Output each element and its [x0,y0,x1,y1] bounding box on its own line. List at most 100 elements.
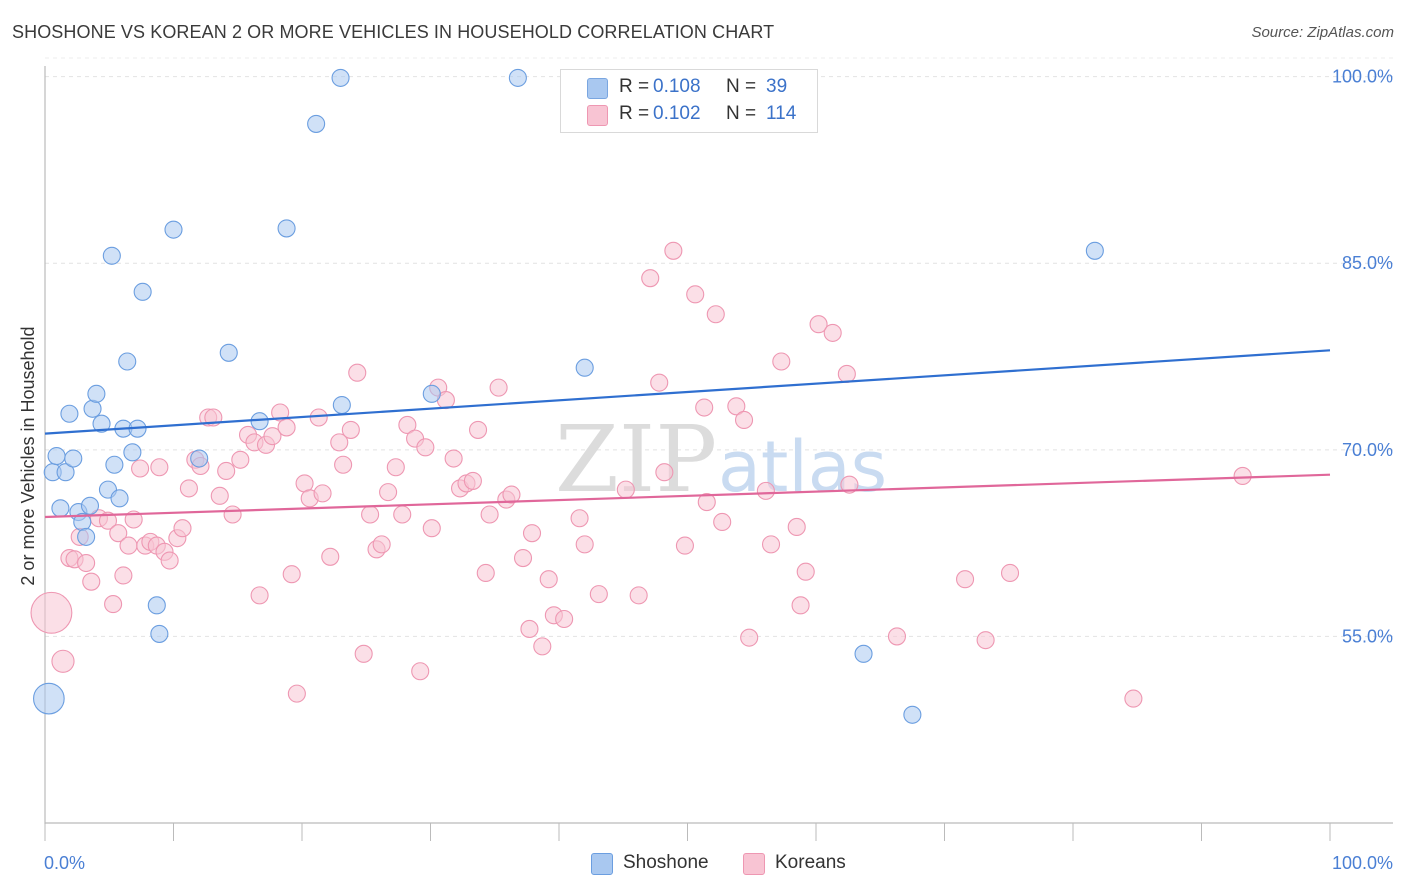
koreans-point [1233,466,1252,486]
shoshone-point [110,489,129,508]
koreans-point [480,505,499,524]
koreans-point [740,628,759,647]
koreans-point [697,493,716,512]
koreans-point [513,548,533,568]
koreans-point [539,570,558,589]
shoshone-point [854,644,873,663]
koreans-point [727,397,746,416]
koreans-point [411,662,430,681]
axis-labels: 55.0% 70.0% 85.0% 100.0% 0.0% 100.0% 2 or more… [18,67,1393,873]
koreans-point [686,285,705,304]
watermark: ZIP atlas [555,406,887,513]
legend-r-label: R = [619,103,650,124]
y-axis-title: 2 or more Vehicles in Household [18,326,38,585]
koreans-point [282,565,301,584]
koreans-point [114,566,133,585]
koreans-point [372,535,391,554]
koreans-point [277,418,296,437]
koreans-point [796,562,815,581]
shoshone-point [105,455,124,474]
watermark-atlas: atlas [718,426,887,508]
legend-row-koreans: R = 0.102 N = 114 [561,102,817,128]
koreans-point [463,471,482,490]
shoshone-point [277,219,296,238]
shoshone-point [422,384,441,403]
koreans-point [956,570,975,589]
koreans-point [791,596,810,615]
koreans-point [756,481,775,500]
y-tick-label: 70.0% [1342,440,1393,460]
koreans-point [823,323,842,342]
shoshone-point [1085,241,1104,260]
koreans-point [223,505,242,524]
chart-title: SHOSHONE VS KOREAN 2 OR MORE VEHICLES IN… [12,22,775,42]
koreans-point [706,305,725,324]
koreans-trend-line [44,473,1331,519]
koreans-point [348,363,367,382]
koreans-point [416,438,435,457]
shoshone-point [332,395,351,415]
x-tick-label: 0.0% [44,853,85,873]
trend-lines [44,349,1331,519]
koreans-point [840,475,859,494]
shoshone-point [331,68,350,87]
shoshone-point [903,705,922,724]
koreans-point [341,420,360,439]
legend-n-label: N = [726,103,757,124]
koreans-point [555,609,574,629]
koreans-point [713,512,732,532]
koreans-point [575,535,594,554]
shoshone-point [33,682,65,715]
shoshone-point [47,446,66,466]
shoshone-point [87,384,106,403]
koreans-point [119,536,138,555]
koreans-point [398,415,417,435]
koreans-points [30,241,1252,708]
koreans-point [217,461,236,481]
shoshone-point [219,343,238,362]
koreans-point [82,572,101,591]
koreans-point [489,378,508,397]
correlation-legend: R = 0.108 N = 39 R = 0.102 N = 114 [560,69,818,133]
koreans-point [1124,689,1143,708]
koreans-point [334,455,353,474]
koreans-point [616,480,635,499]
koreans-point [250,586,269,605]
koreans-point [313,484,332,503]
shoshone-point [51,499,70,518]
koreans-point [309,408,328,427]
shoshone-point [60,404,79,423]
legend-r-value: 0.108 [653,76,701,97]
koreans-point [734,410,754,430]
y-tick-label: 100.0% [1332,67,1393,87]
legend-swatch-koreans [587,105,608,126]
shoshone-point [56,463,75,482]
shoshone-point [508,68,527,87]
koreans-point [675,536,694,555]
legend-swatch-shoshone [587,78,608,99]
shoshone-point [164,220,183,239]
koreans-point [379,483,398,502]
koreans-point [321,547,340,566]
koreans-point [361,505,380,524]
koreans-point [809,315,828,334]
koreans-point [533,637,552,656]
koreans-point [629,586,648,605]
shoshone-point [77,527,96,546]
koreans-point [393,505,412,524]
legend-row-shoshone: R = 0.108 N = 39 [561,75,817,101]
koreans-point [263,427,282,446]
source-note: Source: ZipAtlas.com [1251,24,1394,41]
koreans-point [51,649,75,673]
koreans-point [695,398,714,417]
gridlines [45,57,1393,637]
shoshone-point [92,414,111,433]
koreans-point [837,364,856,384]
koreans-point [30,591,73,634]
koreans-point [210,486,229,505]
koreans-point [976,631,995,650]
koreans-point [131,459,150,478]
shoshone-point [190,449,209,468]
legend-r-label: R = [619,76,650,97]
koreans-point [468,420,488,439]
